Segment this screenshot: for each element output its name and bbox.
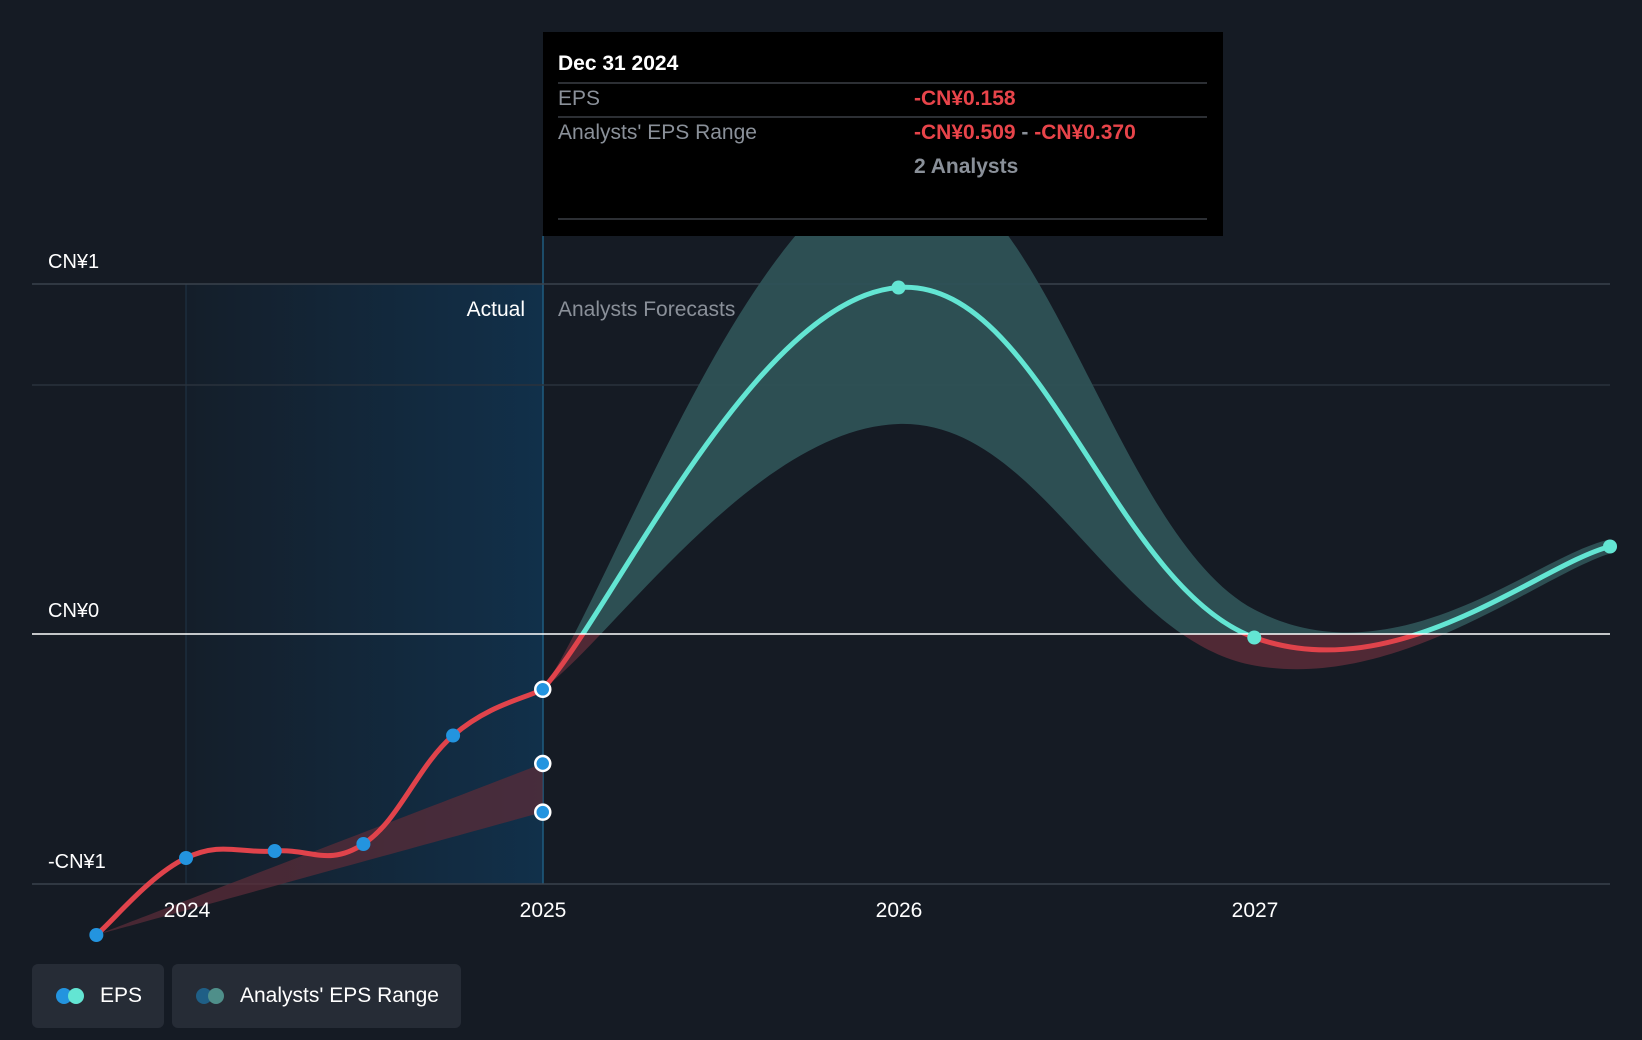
tooltip: Dec 31 2024 EPS -CN¥0.158 Analysts' EPS … (543, 32, 1223, 236)
eps-range-band-forecast-negative (542, 634, 1445, 690)
eps-range-highlight-point[interactable] (534, 754, 552, 773)
tooltip-range-label: Analysts' EPS Range (558, 121, 757, 144)
eps-actual-line (93, 686, 546, 938)
eps-range-legend-icon (196, 988, 228, 1004)
eps-forecast-dot-icon (68, 988, 84, 1004)
eps-forecast-point[interactable] (1603, 539, 1618, 554)
tooltip-background (543, 32, 1223, 236)
tooltip-eps-value: -CN¥0.158 (914, 87, 1016, 110)
x-tick-label: 2024 (164, 899, 211, 922)
tooltip-range-low: -CN¥0.509 (914, 121, 1016, 144)
tooltip-range-separator: - (1016, 121, 1035, 144)
range-forecast-dot-icon (208, 988, 224, 1004)
eps-forecast-point[interactable] (1247, 630, 1262, 645)
eps-highlight-point[interactable] (534, 680, 552, 699)
legend-eps[interactable]: EPS (32, 964, 165, 1028)
eps-range-band-forecast (574, 164, 1611, 634)
eps-actual-point[interactable] (446, 728, 461, 743)
legend-eps-range-label: Analysts' EPS Range (240, 984, 439, 1007)
eps-actual-point[interactable] (267, 844, 282, 858)
y-tick-label: CN¥0 (48, 600, 99, 622)
eps-range-highlight-point[interactable] (534, 803, 552, 821)
legend-eps-label: EPS (100, 984, 143, 1007)
y-tick-label: -CN¥1 (48, 851, 106, 873)
eps-legend-icon (56, 988, 88, 1004)
x-tick-label: 2026 (876, 899, 923, 922)
eps-actual-point[interactable] (89, 928, 104, 942)
legend-eps-range[interactable]: Analysts' EPS Range (172, 964, 461, 1028)
eps-forecast-point[interactable] (891, 280, 906, 295)
tooltip-range-value: -CN¥0.509 - -CN¥0.370 (914, 121, 1136, 144)
forecast-label: Analysts Forecasts (558, 298, 735, 321)
tooltip-date: Dec 31 2024 (558, 52, 679, 75)
tooltip-analysts-count: 2 Analysts (914, 155, 1018, 178)
eps-actual-point[interactable] (356, 837, 371, 851)
actual-period-shade (186, 284, 543, 884)
x-tick-label: 2027 (1232, 899, 1279, 922)
actual-label: Actual (467, 298, 525, 321)
eps-actual-point[interactable] (179, 851, 194, 865)
eps-forecast-line (579, 284, 1613, 634)
x-tick-label: 2025 (520, 899, 567, 922)
tooltip-range-high: -CN¥0.370 (1034, 121, 1136, 144)
y-tick-label: CN¥1 (48, 251, 99, 273)
eps-range-band-past (96, 763, 543, 935)
tooltip-eps-label: EPS (558, 87, 600, 110)
